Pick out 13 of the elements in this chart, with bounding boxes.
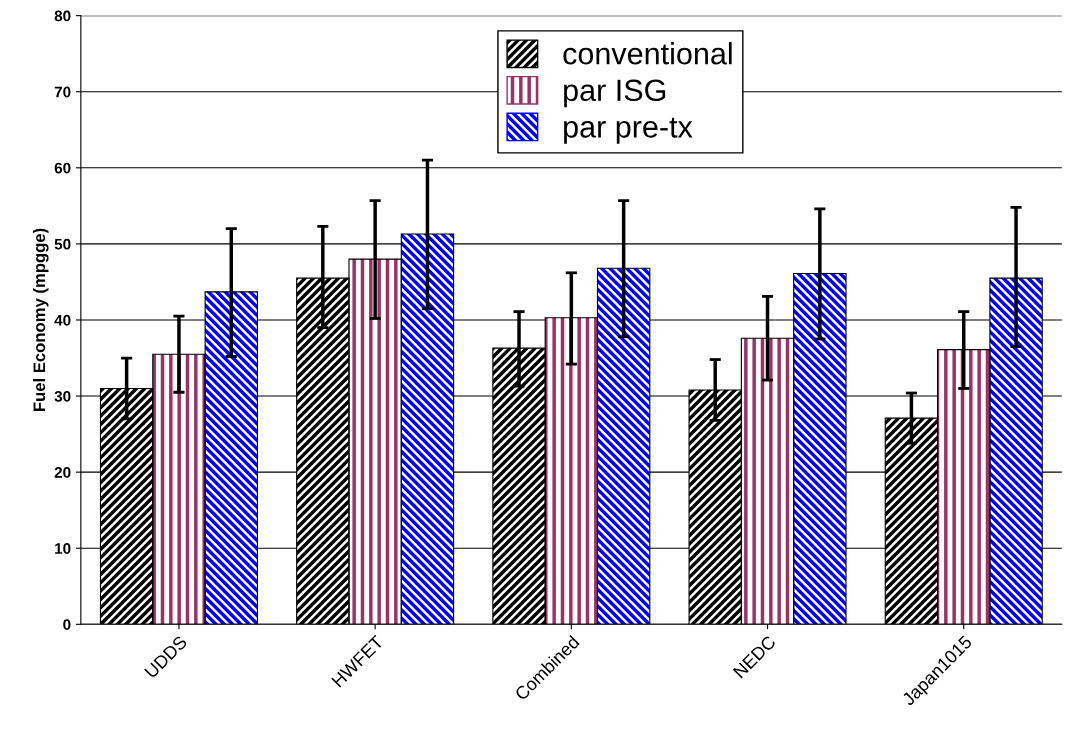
legend-label: conventional [563,42,732,65]
y-tick-label: 0 [63,619,71,630]
y-tick-label: 80 [54,10,71,22]
y-tick-label: 20 [54,467,71,478]
y-tick-label: 40 [54,314,71,326]
legend-label: par ISG [564,79,666,108]
y-tick-label: 70 [54,86,71,98]
y-tick-label: 60 [54,162,71,174]
y-tick-label: 10 [55,543,71,554]
y-tick-label: 50 [54,238,71,250]
legend-label: par pre-tx [564,117,693,144]
y-axis-title: Fuel Economy (mpgge) [32,228,49,411]
y-tick-label: 30 [54,390,71,402]
